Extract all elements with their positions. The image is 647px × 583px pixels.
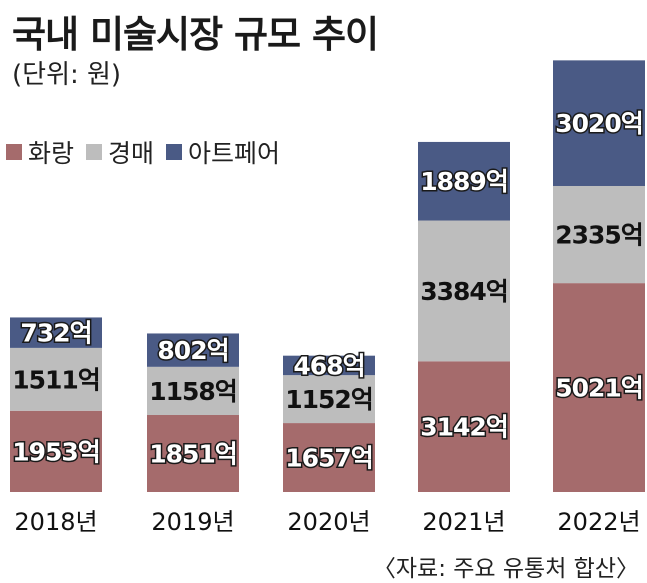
legend-item-auction: 경매 — [86, 134, 154, 170]
bar-segment-gallery-0 — [10, 410, 102, 492]
bar-segment-artfair-4 — [553, 60, 645, 186]
legend-label-artfair: 아트페어 — [188, 139, 281, 168]
legend-item-gallery: 화랑 — [6, 134, 74, 170]
x-tick-label-4: 2022년 — [557, 508, 640, 536]
bar-segment-auction-3 — [418, 220, 510, 362]
bar-segment-gallery-4 — [553, 283, 645, 492]
bar-segment-auction-0 — [10, 347, 102, 411]
data-label-artfair-4: 3020억 — [555, 109, 643, 138]
data-label-auction-0: 1511억 — [12, 365, 100, 394]
x-tick-label-1: 2019년 — [151, 508, 234, 536]
bar-segment-auction-4 — [553, 185, 645, 284]
data-label-auction-1: 1158억 — [149, 377, 237, 406]
data-label-gallery-3: 3142억 — [420, 413, 508, 442]
bar-segment-auction-2 — [283, 375, 375, 424]
data-label-auction-4: 2335억 — [555, 221, 643, 250]
legend-label-gallery: 화랑 — [28, 139, 75, 168]
data-label-gallery-0: 1953억 — [12, 437, 100, 466]
bar-segment-artfair-0 — [10, 317, 102, 348]
data-label-gallery-1: 1851억 — [149, 439, 237, 468]
data-label-gallery-4: 5021억 — [555, 374, 643, 403]
chart-title: 국내 미술시장 규모 추이 — [12, 13, 379, 56]
legend-label-auction: 경매 — [108, 139, 155, 168]
source-note: 〈자료: 주요 유통처 합산〉 — [372, 556, 639, 582]
data-label-gallery-2: 1657억 — [285, 444, 373, 473]
legend: 화랑 경매 아트페어 — [6, 134, 292, 170]
bar-segment-artfair-2 — [283, 355, 375, 376]
bar-segment-artfair-3 — [418, 141, 510, 221]
data-label-auction-2: 1152억 — [285, 385, 373, 414]
legend-swatch-artfair — [166, 144, 183, 160]
bar-segment-gallery-3 — [418, 361, 510, 492]
bar-segment-gallery-1 — [147, 414, 239, 492]
data-label-auction-3: 3384억 — [420, 277, 508, 306]
data-label-artfair-0: 732억 — [20, 319, 91, 348]
unit-label: (단위: 원) — [12, 60, 122, 90]
bar-segment-gallery-2 — [283, 423, 375, 492]
bar-segment-auction-1 — [147, 366, 239, 415]
x-tick-label-3: 2021년 — [422, 508, 505, 536]
legend-swatch-auction — [86, 144, 103, 160]
legend-item-artfair: 아트페어 — [166, 134, 280, 170]
data-label-artfair-2: 468억 — [293, 351, 364, 380]
bar-segment-artfair-1 — [147, 333, 239, 367]
legend-swatch-gallery — [6, 144, 22, 160]
data-label-artfair-1: 802억 — [157, 336, 228, 365]
x-tick-label-0: 2018년 — [14, 508, 97, 536]
x-tick-label-2: 2020년 — [287, 508, 370, 536]
data-label-artfair-3: 1889억 — [420, 167, 508, 196]
